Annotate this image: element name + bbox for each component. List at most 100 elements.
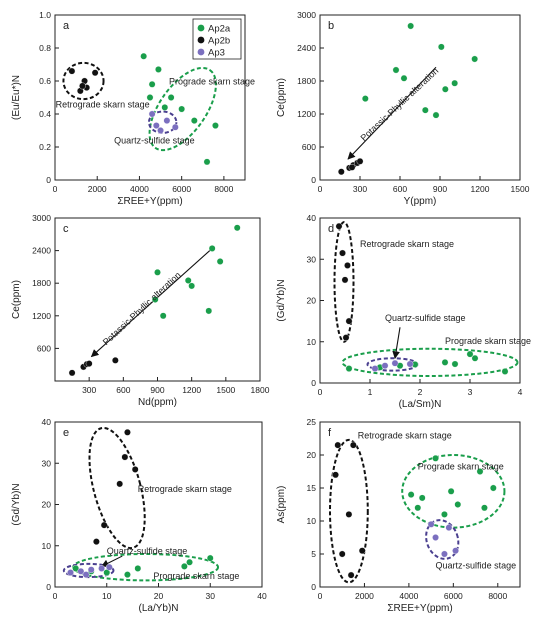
y-tick-label: 0 [311, 582, 316, 592]
data-point-ap2a [466, 350, 474, 358]
data-point-ap2a [501, 368, 509, 375]
x-tick-label: 1800 [251, 385, 270, 395]
annotation: Prograde skarn stage [445, 336, 531, 346]
y-tick-label: 5 [311, 549, 316, 559]
y-axis-label: (Eu/Eu*)N [11, 75, 22, 120]
x-tick-label: 2 [418, 387, 423, 397]
y-tick-label: 25 [307, 417, 317, 427]
y-tick-label: 10 [307, 337, 317, 347]
data-point-ap3 [105, 563, 113, 571]
data-point-ap2a [400, 74, 408, 82]
panel-f: 0 2000 4000 6000 8000 0 5 10 15 20 25 f ΣREE+Y(ppm) A… [276, 417, 521, 614]
x-axis-label: (La/Yb)N [138, 603, 178, 614]
data-point-ap2b [348, 163, 356, 171]
legend-label: Ap2a [208, 24, 231, 35]
y-tick-label: 1800 [297, 76, 316, 86]
x-tick-label: 1500 [511, 184, 530, 194]
x-tick-label: 600 [116, 385, 130, 395]
y-tick-label: 0 [46, 582, 51, 592]
data-point-ap2a [208, 245, 216, 252]
plot-frame [54, 421, 263, 588]
data-point-ap2a [441, 358, 449, 366]
y-tick-label: 1800 [32, 278, 51, 288]
data-point-ap2a [146, 94, 154, 101]
group-ellipse [88, 426, 146, 550]
y-tick-label: 3000 [297, 10, 316, 20]
annotation: Potassic-Phyllic alteration [359, 66, 441, 143]
annotation: Quartz-sulfide stage [107, 546, 188, 556]
data-point-ap2a [432, 454, 439, 462]
panel-label: f [328, 427, 332, 439]
x-tick-label: 10 [102, 591, 112, 601]
data-point-ap2b [345, 511, 353, 518]
legend-label: Ap2b [208, 36, 230, 47]
data-point-ap3 [445, 524, 453, 531]
data-point-ap2b [68, 67, 76, 75]
data-point-ap2a [441, 85, 449, 93]
panel-a: 0 2000 4000 6000 8000 0 0.2 0.4 0.6 0.8 1.0 a ΣREE+Y… [11, 10, 255, 207]
x-tick-label: 1500 [216, 385, 235, 395]
data-point-ap2a [155, 66, 162, 73]
data-point-ap2b [349, 441, 357, 449]
group-ellipse [401, 454, 506, 529]
data-point-ap2a [148, 80, 156, 88]
x-tick-label: 0 [318, 591, 323, 601]
data-point-ap2a [184, 277, 192, 284]
y-tick-label: 0.2 [39, 142, 51, 152]
annotation: Quartz-sulfide stage [436, 561, 517, 571]
data-point-ap2a [414, 504, 422, 512]
data-point-ap3 [441, 550, 448, 558]
legend-label: Ap3 [208, 48, 225, 59]
data-point-ap2b [337, 168, 345, 176]
data-point-ap2a [233, 224, 241, 232]
data-point-ap3 [98, 565, 105, 572]
data-point-ap3 [371, 365, 379, 372]
data-point-ap3 [406, 360, 414, 368]
y-tick-label: 40 [307, 213, 317, 223]
x-axis-label: (La/Sm)N [399, 399, 442, 410]
annotation: Retrograde skarn stage [360, 239, 454, 249]
group-ellipse [425, 519, 460, 560]
annotation: Retrograde skarn stage [56, 99, 150, 109]
data-point-ap3 [148, 110, 156, 118]
x-tick-label: 8000 [488, 591, 507, 601]
data-point-ap2a [476, 468, 484, 475]
data-point-ap2a [392, 66, 400, 74]
plot-frame [319, 421, 521, 588]
data-point-ap2b [339, 249, 346, 257]
data-point-ap2a [180, 562, 188, 570]
annotation: Prograde skarn stage [418, 462, 504, 472]
y-tick-label: 0.6 [39, 76, 51, 86]
data-point-ap2a [481, 504, 488, 512]
annotation: Retrograde skarn stage [358, 431, 452, 441]
y-tick-label: 0 [311, 175, 316, 185]
y-tick-label: 1200 [32, 311, 51, 321]
panel-label: c [63, 223, 69, 235]
trend-arrow [392, 327, 401, 360]
x-tick-label: 30 [206, 591, 216, 601]
data-point-ap2a [471, 55, 479, 63]
data-point-ap2a [167, 94, 175, 101]
data-point-ap2a [216, 258, 224, 265]
x-tick-label: 0 [318, 184, 323, 194]
data-point-ap3 [87, 566, 95, 574]
x-tick-label: 900 [433, 184, 447, 194]
panel-label: d [328, 223, 334, 235]
x-tick-label: 300 [353, 184, 367, 194]
data-point-ap2a [421, 106, 429, 114]
data-point-ap3 [77, 567, 85, 575]
data-point-ap2b [347, 571, 355, 579]
x-tick-label: 1200 [182, 385, 201, 395]
panel-b: 0 300 600 900 1200 1500 0 600 1200 1800 2400 3000 b Y… [276, 10, 530, 207]
annotation: Prograde skarn stage [153, 571, 239, 581]
trend-arrow [90, 248, 213, 358]
data-point-ap2a [203, 158, 211, 166]
panel-label: e [63, 427, 69, 439]
x-tick-label: 1200 [471, 184, 490, 194]
annotation: Retrograde skarn stage [138, 484, 232, 494]
data-point-ap3 [171, 123, 179, 131]
x-tick-label: 3 [468, 387, 473, 397]
group-ellipse [341, 347, 519, 377]
x-tick-label: 0 [53, 591, 58, 601]
